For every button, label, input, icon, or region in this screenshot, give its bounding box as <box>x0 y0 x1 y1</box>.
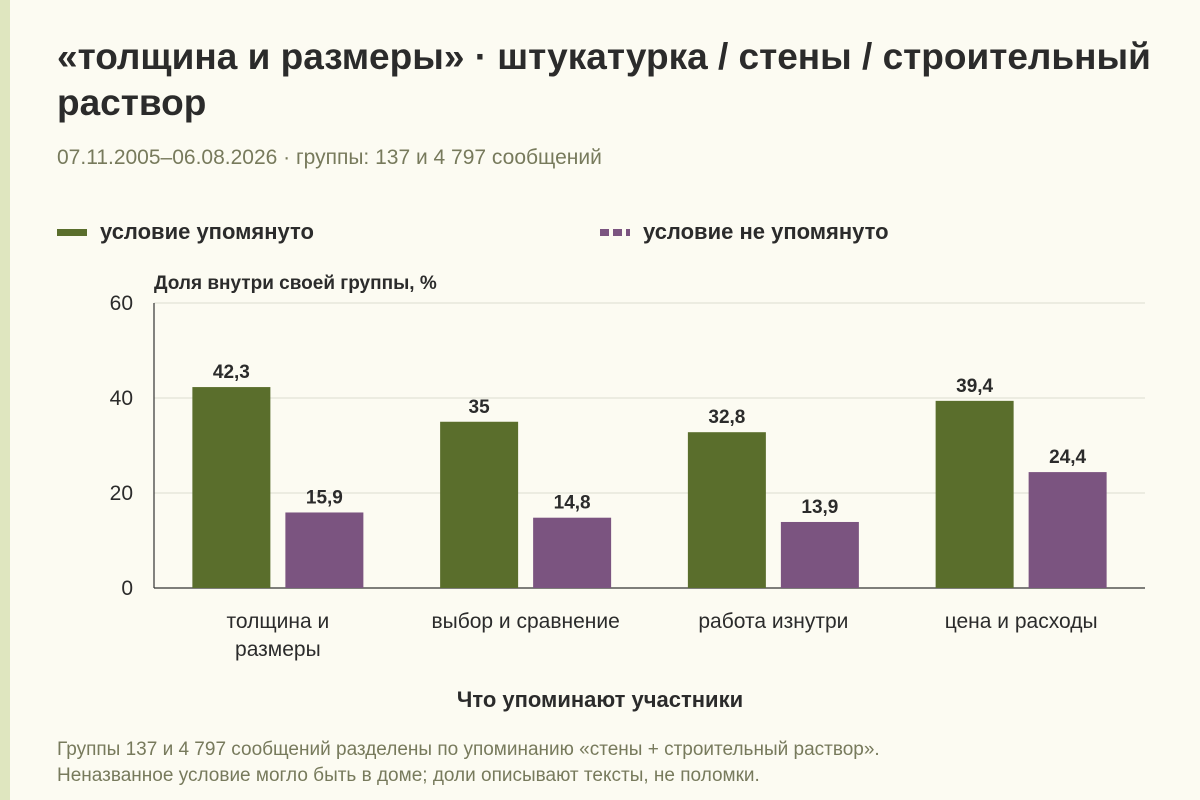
x-tick-label: толщина и размеры <box>227 610 330 661</box>
data-label: 42,3 <box>213 362 250 383</box>
legend-label-not-mentioned: условие не упомянуто <box>643 219 889 244</box>
y-tick-label: 40 <box>110 387 133 410</box>
x-tick-label: работа изнутри <box>698 610 848 633</box>
legend-item-not-mentioned: условие не упомянуто <box>600 218 889 246</box>
data-label: 13,9 <box>801 497 838 518</box>
chart-title: «толщина и размеры» · штукатурка / стены… <box>57 36 1151 123</box>
footnote: Группы 137 и 4 797 сообщений разделены п… <box>57 737 1177 789</box>
bar-mentioned <box>192 387 271 588</box>
y-tick-label: 20 <box>110 482 133 505</box>
y-tick-label: 0 <box>121 577 133 600</box>
data-label: 35 <box>469 397 491 418</box>
x-tick-label: выбор и сравнение <box>431 610 619 633</box>
chart-subtitle: 07.11.2005–06.08.2026 · группы: 137 и 4 … <box>57 146 602 169</box>
footnote-line-2: Неназванное условие могло быть в доме; д… <box>57 765 760 786</box>
x-axis-title: Что упоминают участники <box>456 687 744 712</box>
footnote-line-1: Группы 137 и 4 797 сообщений разделены п… <box>57 739 880 760</box>
bar-mentioned <box>935 400 1014 588</box>
legend-item-mentioned: условие упомянуто <box>57 218 314 246</box>
data-label: 15,9 <box>306 487 343 508</box>
y-axis-title: Доля внутри своей группы, % <box>154 273 437 294</box>
x-tick-label: цена и расходы <box>945 610 1098 633</box>
data-label: 32,8 <box>708 407 745 428</box>
y-tick-label: 60 <box>110 292 133 315</box>
bar-not-mentioned <box>285 512 364 588</box>
data-label: 39,4 <box>956 376 993 397</box>
legend-swatch-not-mentioned <box>600 228 630 236</box>
legend-label-mentioned: условие упомянуто <box>100 219 314 244</box>
bar-not-mentioned <box>1028 472 1107 588</box>
data-label: 24,4 <box>1049 447 1086 468</box>
bar-mentioned <box>440 421 519 588</box>
bar-not-mentioned <box>780 521 859 588</box>
data-label: 14,8 <box>554 493 591 514</box>
left-accent-stripe <box>0 0 10 800</box>
bar-not-mentioned <box>533 517 612 588</box>
bar-mentioned <box>687 432 766 588</box>
legend-swatch-mentioned <box>57 228 87 236</box>
